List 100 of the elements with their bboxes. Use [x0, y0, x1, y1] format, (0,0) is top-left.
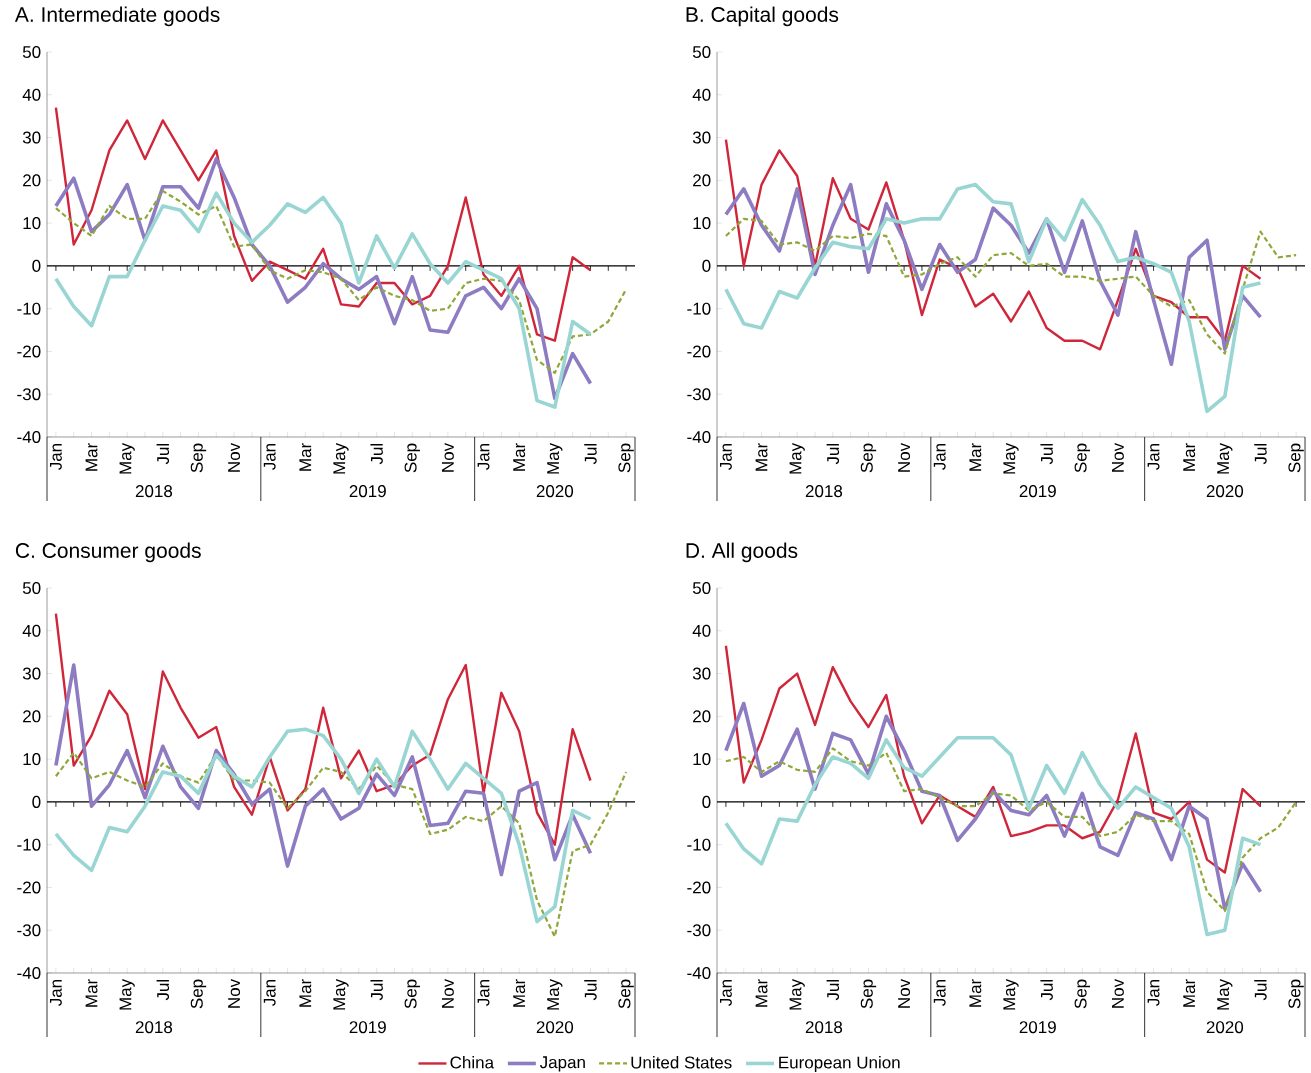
x-tick-label: Nov — [441, 978, 454, 1008]
text: 2019 — [1019, 485, 1056, 498]
x-tick-label: Nov — [228, 442, 241, 472]
y-tick-label: -40 — [17, 966, 41, 980]
x-tick-label: May — [119, 442, 135, 474]
line-series — [724, 644, 1262, 874]
x-tick-label: Jan — [477, 443, 490, 470]
y-tick-label: -30 — [17, 924, 41, 937]
line-series — [54, 663, 593, 877]
y-tick-label: 0 — [702, 795, 711, 808]
text: 2018 — [805, 485, 843, 498]
x-tick-label: Jul — [584, 980, 597, 1001]
y-tick-label: 30 — [22, 667, 41, 680]
y-tick-label: 10 — [23, 753, 41, 766]
line-series — [724, 747, 1298, 913]
x-tick-label: May — [547, 442, 563, 474]
x-tick-label: Jul — [826, 980, 840, 1001]
x-tick-label: May — [333, 442, 349, 474]
x-tick-label: May — [547, 978, 563, 1010]
y-tick-label: 30 — [692, 131, 711, 144]
line-series — [724, 182, 1263, 414]
y-tick-label: -30 — [17, 388, 41, 401]
x-tick-label: May — [333, 978, 349, 1010]
y-tick-label: 40 — [692, 88, 711, 101]
x-tick-label: Nov — [898, 978, 911, 1008]
y-tick-label: -30 — [687, 924, 711, 937]
line-series — [54, 751, 628, 938]
x-tick-label: Jan — [1147, 443, 1160, 470]
y-tick-label: -10 — [687, 302, 711, 315]
y-tick-label: 20 — [23, 174, 41, 187]
x-tick-label: Sep — [1288, 443, 1304, 473]
x-tick-label: Jan — [1147, 979, 1160, 1007]
x-tick-label: Jan — [719, 443, 732, 470]
x-tick-label: Jan — [263, 443, 276, 470]
x-tick-label: Nov — [441, 442, 454, 472]
y-tick-label: 0 — [32, 259, 41, 272]
line-series — [54, 191, 593, 409]
x-tick-label: Mar — [1183, 443, 1196, 471]
legend-label: European Union — [779, 1056, 900, 1072]
x-tick-label: Nov — [228, 978, 241, 1008]
y-tick-label: -40 — [17, 430, 41, 444]
y-tick-label: 30 — [22, 131, 41, 144]
x-tick-label: Jul — [1040, 444, 1053, 465]
x-tick-label: Mar — [969, 979, 982, 1007]
line-series — [54, 157, 593, 401]
line-series — [724, 182, 1263, 367]
y-tick-label: -20 — [17, 345, 41, 358]
y-tick-label: 50 — [22, 581, 41, 595]
line-series — [54, 106, 592, 342]
text: 2019 — [1019, 1021, 1056, 1034]
line-series — [54, 727, 593, 924]
x-tick-label: May — [119, 978, 135, 1010]
text: 2020 — [536, 485, 574, 498]
legend-label: United States — [631, 1056, 732, 1069]
x-tick-label: Sep — [618, 443, 634, 473]
x-tick-label: Sep — [190, 443, 207, 473]
x-tick-label: Sep — [618, 979, 634, 1009]
y-tick-label: 10 — [23, 217, 41, 230]
line-series — [724, 701, 1263, 911]
x-tick-label: Mar — [1183, 979, 1196, 1007]
x-tick-label: Jul — [1254, 444, 1267, 465]
x-tick-label: Jul — [156, 980, 170, 1001]
chart-title: C. Consumer goods — [15, 542, 201, 563]
text: 2020 — [1206, 485, 1244, 498]
y-tick-label: -40 — [687, 430, 711, 444]
y-tick-label: 0 — [702, 259, 711, 272]
y-tick-label: 0 — [32, 795, 41, 808]
y-tick-label: -10 — [687, 838, 711, 851]
x-tick-label: Jan — [933, 979, 946, 1007]
x-tick-label: Mar — [969, 443, 982, 471]
x-tick-label: Jul — [370, 444, 383, 465]
x-tick-label: Jan — [933, 443, 946, 470]
chart-title: B. Capital goods — [686, 6, 839, 27]
x-tick-label: Jul — [584, 444, 597, 465]
text: 2018 — [805, 1021, 843, 1034]
y-tick-label: 50 — [692, 45, 711, 59]
x-tick-label: Jul — [1254, 980, 1267, 1001]
text: 2020 — [1206, 1021, 1244, 1034]
text: 2019 — [349, 1021, 386, 1034]
y-tick-label: -30 — [687, 388, 711, 401]
y-tick-label: -10 — [17, 838, 41, 851]
x-tick-label: May — [1003, 442, 1019, 474]
line-series — [54, 612, 592, 846]
legend-label: China — [450, 1056, 495, 1069]
x-tick-label: Mar — [513, 979, 526, 1007]
x-tick-label: Sep — [860, 979, 877, 1009]
line-series — [724, 217, 1298, 355]
x-tick-label: Jan — [49, 979, 62, 1007]
y-tick-label: 40 — [692, 624, 711, 637]
y-tick-label: -10 — [17, 302, 41, 315]
text: 2020 — [536, 1021, 574, 1034]
x-tick-label: Sep — [404, 443, 420, 473]
x-tick-label: Sep — [404, 979, 420, 1009]
y-tick-label: 10 — [693, 753, 711, 766]
x-tick-label: Nov — [1111, 978, 1124, 1008]
text: 2019 — [349, 485, 386, 498]
x-tick-label: Mar — [85, 979, 98, 1007]
x-tick-label: Mar — [299, 443, 312, 471]
y-tick-label: 20 — [693, 174, 711, 187]
x-tick-label: Mar — [299, 979, 312, 1007]
